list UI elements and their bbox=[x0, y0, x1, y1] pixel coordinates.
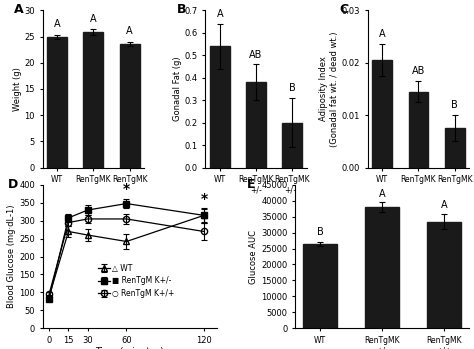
Bar bbox=[246, 82, 266, 168]
Legend: △ WT, ■ RenTgM K+/-, ○ RenTgM K+/+: △ WT, ■ RenTgM K+/-, ○ RenTgM K+/+ bbox=[95, 260, 177, 301]
Y-axis label: Glucose AUC: Glucose AUC bbox=[249, 230, 258, 283]
Y-axis label: Gonadal Fat (g): Gonadal Fat (g) bbox=[173, 57, 182, 121]
Text: AB: AB bbox=[412, 66, 425, 76]
Text: C: C bbox=[339, 3, 348, 16]
Bar bbox=[83, 32, 103, 168]
Text: A: A bbox=[90, 14, 97, 24]
Bar bbox=[120, 44, 140, 168]
Text: A: A bbox=[379, 29, 385, 39]
Bar bbox=[445, 128, 465, 168]
X-axis label: Time (minutes): Time (minutes) bbox=[95, 348, 164, 349]
Bar bbox=[427, 222, 461, 328]
Bar bbox=[372, 60, 392, 168]
Text: *: * bbox=[123, 182, 130, 196]
Text: A: A bbox=[14, 3, 24, 16]
Bar bbox=[47, 37, 67, 168]
Text: B: B bbox=[451, 100, 458, 110]
Bar bbox=[365, 207, 399, 328]
Bar bbox=[409, 92, 428, 168]
Text: AB: AB bbox=[249, 50, 263, 60]
Y-axis label: Blood Glucose (mg·dL-1): Blood Glucose (mg·dL-1) bbox=[8, 205, 17, 308]
Text: D: D bbox=[8, 178, 18, 191]
Text: B: B bbox=[317, 228, 323, 237]
Text: B: B bbox=[289, 83, 296, 94]
Bar bbox=[282, 122, 302, 168]
Text: B: B bbox=[177, 3, 186, 16]
Text: A: A bbox=[54, 19, 61, 29]
Bar bbox=[210, 46, 230, 168]
Y-axis label: Adiposity Index
(Gonadal fat wt. / dead wt.): Adiposity Index (Gonadal fat wt. / dead … bbox=[319, 31, 339, 147]
Text: A: A bbox=[379, 189, 385, 199]
Text: E: E bbox=[246, 178, 255, 191]
Text: A: A bbox=[217, 9, 223, 20]
Bar bbox=[303, 244, 337, 328]
Text: *: * bbox=[201, 192, 208, 206]
Text: A: A bbox=[127, 25, 133, 36]
Text: A: A bbox=[441, 200, 447, 210]
Y-axis label: Weight (g): Weight (g) bbox=[13, 67, 22, 111]
